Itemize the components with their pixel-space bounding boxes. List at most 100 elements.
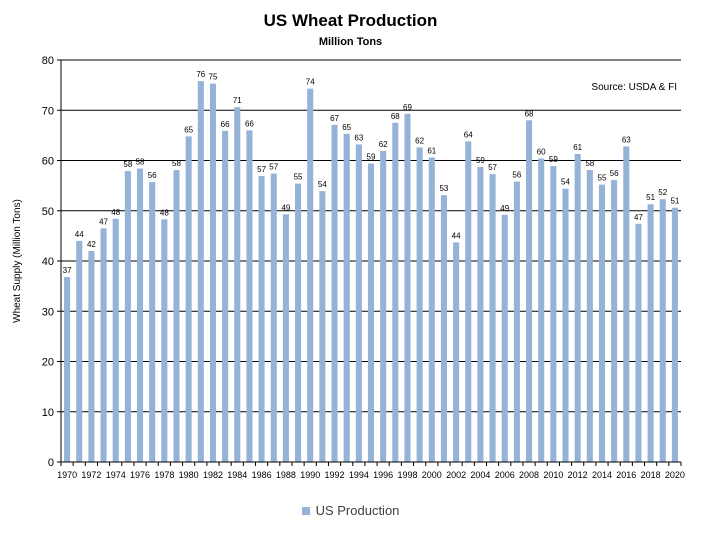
bars [64,81,678,463]
data-label: 37 [63,266,72,275]
y-tick-label: 0 [48,457,54,469]
x-tick-label: 2000 [422,470,442,480]
bar [659,199,666,462]
bar [209,83,216,463]
y-tick-label: 30 [42,306,54,318]
bar [489,174,496,462]
bar [246,130,253,462]
bar [149,182,156,463]
data-label: 56 [512,171,521,180]
data-label: 54 [561,178,570,187]
x-tick-label: 2002 [446,470,466,480]
bar [124,171,131,463]
data-label: 47 [99,217,108,226]
data-label: 44 [452,231,461,240]
data-label: 65 [342,123,351,132]
data-label: 66 [245,119,254,128]
bar [258,176,265,462]
bar [112,218,119,462]
x-tick-label: 1992 [325,470,345,480]
bar [586,170,593,463]
data-label: 49 [500,204,509,213]
x-tick-label: 2010 [543,470,563,480]
bar [367,163,375,462]
data-label: 59 [367,153,376,162]
data-label: 57 [269,163,278,172]
x-tick-label: 1980 [179,470,199,480]
bar [295,183,302,463]
bar [598,184,606,462]
data-label: 55 [598,174,607,183]
data-label: 54 [318,180,327,189]
bar [477,167,484,462]
x-tick-label: 1988 [276,470,296,480]
data-label: 60 [537,147,546,156]
y-tick-label: 10 [42,407,54,419]
x-tick-label: 1976 [130,470,150,480]
bar [647,204,654,462]
data-label: 51 [646,193,655,202]
x-tick-label: 1990 [300,470,320,480]
data-label: 68 [525,109,534,118]
legend-swatch [301,506,310,515]
bar [501,214,508,462]
bar [136,168,144,463]
bar [392,122,399,462]
x-tick-label: 2018 [641,470,661,480]
data-label: 68 [391,112,400,121]
data-label: 56 [610,169,619,178]
bar [319,191,326,462]
data-label: 61 [573,143,582,152]
data-label: 48 [160,208,169,217]
bar [404,113,411,462]
x-tick-label: 2016 [616,470,636,480]
x-tick-label: 1972 [81,470,101,480]
data-label: 47 [634,213,643,222]
legend-label: US Production [315,503,400,518]
x-tick-label: 1984 [227,470,247,480]
data-label: 49 [281,203,290,212]
data-label: 58 [136,158,145,167]
data-label: 53 [439,184,448,193]
bar [611,180,618,462]
bar [465,141,472,462]
data-label: 48 [111,208,120,217]
bar [453,242,460,462]
bar [282,214,289,462]
bar [270,173,277,462]
chart-title: US Wheat Production [263,11,438,30]
bar [64,277,71,462]
bar [76,240,83,462]
x-tick-label: 2004 [470,470,490,480]
data-label: 59 [476,156,485,165]
x-tick-label: 2006 [495,470,515,480]
bar [161,219,168,462]
data-label: 64 [464,130,473,139]
bar [234,107,241,463]
data-label: 58 [123,160,132,169]
bar [173,170,180,463]
y-tick-label: 40 [42,256,54,268]
bar [185,136,192,462]
x-tick-label: 1994 [349,470,369,480]
bar [440,195,447,463]
data-label: 67 [330,114,339,123]
bar [574,153,581,462]
bar [550,166,557,462]
data-label: 57 [488,163,497,172]
x-tick-label: 2014 [592,470,612,480]
data-label: 63 [354,133,363,142]
x-tick-label: 1974 [106,470,126,480]
bar [513,181,520,463]
bar [307,88,314,462]
bar [331,124,338,462]
bar [623,146,630,462]
data-label: 71 [233,96,242,105]
x-tick-label: 2008 [519,470,539,480]
x-tick-label: 2020 [665,470,685,480]
bar [222,130,229,463]
data-label: 56 [148,171,157,180]
data-label: 44 [75,230,84,239]
